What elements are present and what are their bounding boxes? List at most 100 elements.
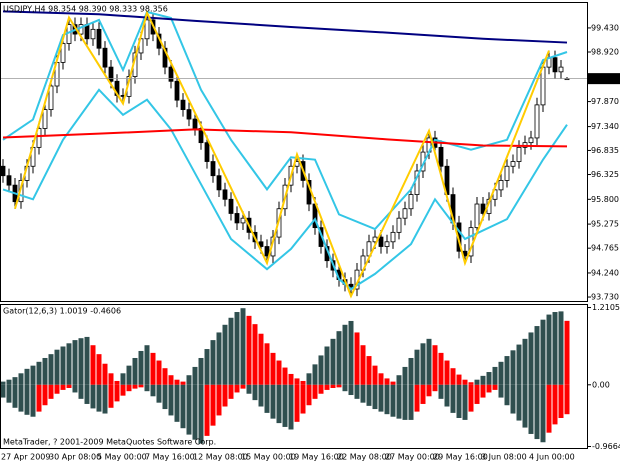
- gator-bar: [390, 381, 396, 385]
- x-tick-label: 29 May 16:00: [433, 453, 488, 462]
- gator-bar: [174, 379, 180, 385]
- gator-bar: [120, 384, 126, 396]
- current-price-box: [588, 73, 620, 85]
- gator-bar: [414, 384, 420, 412]
- overlay-line: [2, 128, 568, 148]
- current-price-label: 98.356: [591, 74, 619, 83]
- gator-bar: [108, 384, 114, 408]
- gator-bar: [336, 331, 342, 385]
- candle-body: [510, 161, 516, 167]
- gator-bar: [552, 384, 558, 425]
- gator-bar: [168, 384, 174, 416]
- gator-bar: [186, 384, 192, 435]
- gator-bar: [162, 384, 168, 410]
- gator-bar: [216, 384, 222, 416]
- gator-bar: [228, 384, 234, 399]
- candle-body: [216, 175, 222, 191]
- gator-bar: [198, 357, 204, 385]
- gator-bar: [198, 384, 204, 444]
- gator-plot: [1, 308, 570, 444]
- gator-bar: [564, 320, 570, 385]
- gator-bar: [294, 384, 300, 422]
- candle-body: [504, 165, 510, 181]
- candle-body: [264, 246, 270, 257]
- candle-body: [180, 99, 186, 111]
- candle-body: [210, 161, 216, 177]
- gator-bar: [258, 333, 264, 385]
- gator-bar: [264, 384, 270, 413]
- gator-bar: [18, 373, 24, 385]
- candle-body: [528, 137, 534, 144]
- gator-bar: [456, 374, 462, 385]
- gator-bar: [36, 384, 42, 412]
- gator-bar: [378, 384, 384, 412]
- gator-bar: [78, 338, 84, 385]
- gator-bar: [6, 379, 12, 385]
- candle-body: [234, 213, 240, 224]
- gator-bar: [420, 384, 426, 404]
- gator-bar: [486, 384, 492, 393]
- gator-bar: [276, 384, 282, 424]
- candle-body: [408, 194, 414, 210]
- gator-bar: [48, 384, 54, 399]
- gator-bar: [486, 372, 492, 385]
- gator-bar: [288, 384, 294, 430]
- gator-bar: [114, 384, 120, 402]
- gator-bar: [54, 384, 60, 394]
- gator-bar: [252, 324, 258, 385]
- gator-bar: [348, 320, 354, 385]
- gator-bar: [78, 384, 84, 399]
- gator-bar: [96, 354, 102, 385]
- gator-bar: [192, 366, 198, 385]
- gator-bar: [36, 361, 42, 385]
- gator-bar: [456, 384, 462, 418]
- gator-bar: [504, 384, 510, 406]
- gator-bar: [498, 384, 504, 398]
- gator-bar: [204, 349, 210, 385]
- candle-body: [90, 28, 96, 40]
- candle-body: [96, 28, 102, 49]
- gator-bar: [312, 364, 318, 385]
- gator-bar: [432, 384, 438, 392]
- gator-bar: [396, 384, 402, 419]
- candle-body: [60, 43, 66, 63]
- gator-bar: [360, 384, 366, 403]
- gator-bar: [324, 346, 330, 385]
- gator-bar: [318, 384, 324, 394]
- gator-bar: [42, 384, 48, 406]
- gator-bar: [108, 373, 114, 385]
- x-tick-label: 7 May 16:00: [145, 453, 195, 462]
- gator-bar: [246, 315, 252, 385]
- gator-bar: [480, 384, 486, 398]
- gator-bar: [558, 384, 564, 418]
- gator-bar: [402, 384, 408, 420]
- gator-bar: [126, 365, 132, 385]
- gator-bar: [216, 332, 222, 385]
- gator-bar: [504, 356, 510, 385]
- gator-bar: [192, 384, 198, 440]
- gator-bar: [210, 340, 216, 385]
- gator-bar: [372, 365, 378, 385]
- gator-bar: [102, 363, 108, 385]
- gator-bar: [90, 384, 96, 409]
- gator-bar: [534, 326, 540, 385]
- gator-bar: [384, 378, 390, 385]
- gator-bar: [396, 375, 402, 385]
- candle-body: [108, 66, 114, 82]
- candle-body: [552, 57, 558, 73]
- candle-body: [1, 165, 6, 177]
- candle-body: [102, 47, 108, 68]
- x-tick-label: 12 May 08:00: [193, 453, 248, 462]
- main-panel: [0, 2, 588, 302]
- overlay-line: [2, 10, 568, 231]
- gator-bar: [126, 384, 132, 392]
- gator-bar: [342, 384, 348, 392]
- gator-bar: [282, 367, 288, 385]
- gator-bar: [450, 384, 456, 413]
- y-tick-label: 0.00: [592, 380, 610, 389]
- gator-bar: [258, 384, 264, 407]
- x-tick-label: 19 May 16:00: [289, 453, 344, 462]
- gator-bar: [318, 355, 324, 385]
- gator-bar: [66, 384, 72, 388]
- gator-bar: [480, 375, 486, 385]
